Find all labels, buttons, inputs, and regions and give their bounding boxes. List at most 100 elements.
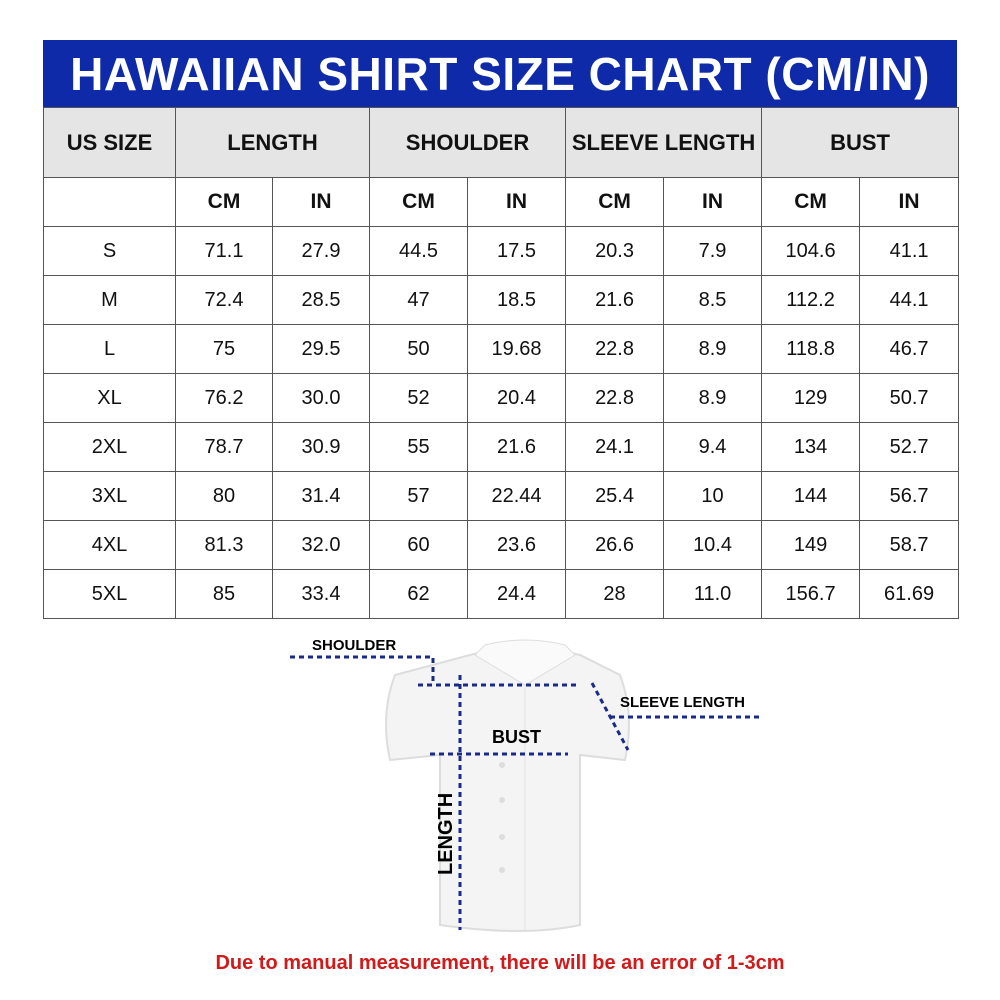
value-cell: 60	[369, 520, 469, 570]
value-cell: 7.9	[663, 226, 763, 276]
table-row: 5XL 85 33.4 62 24.4 28 11.0 156.7 61.69	[43, 569, 960, 619]
value-cell: 8.9	[663, 324, 763, 374]
value-cell: 57	[369, 471, 469, 521]
value-cell: 24.1	[565, 422, 665, 472]
value-cell: 22.44	[467, 471, 567, 521]
value-cell: 28.5	[271, 275, 371, 325]
header-length: LENGTH	[174, 107, 371, 178]
size-cell: M	[43, 275, 176, 325]
value-cell: 76.2	[175, 373, 273, 423]
value-cell: 22.8	[565, 373, 665, 423]
header-us-size: US SIZE	[43, 107, 176, 178]
value-cell: 149	[761, 520, 861, 570]
value-cell: 10.4	[663, 520, 763, 570]
shirt-image	[385, 639, 630, 932]
value-cell: 61.69	[859, 569, 960, 619]
unit-row: CM IN CM IN CM IN CM IN	[43, 177, 960, 227]
value-cell: 55	[369, 422, 469, 472]
measure-lines	[290, 655, 760, 930]
label-bust: BUST	[492, 727, 541, 747]
size-cell: S	[43, 226, 176, 276]
unit-header: IN	[663, 177, 763, 227]
value-cell: 11.0	[663, 569, 763, 619]
value-cell: 129	[761, 373, 861, 423]
table-row: 4XL 81.3 32.0 60 23.6 26.6 10.4 149 58.7	[43, 520, 960, 570]
value-cell: 19.68	[467, 324, 567, 374]
value-cell: 17.5	[467, 226, 567, 276]
value-cell: 20.4	[467, 373, 567, 423]
value-cell: 112.2	[761, 275, 861, 325]
unit-header: CM	[565, 177, 665, 227]
value-cell: 20.3	[565, 226, 665, 276]
unit-header: CM	[369, 177, 469, 227]
value-cell: 78.7	[175, 422, 273, 472]
unit-header: CM	[175, 177, 273, 227]
value-cell: 47	[369, 275, 469, 325]
value-cell: 75	[175, 324, 273, 374]
value-cell: 32.0	[271, 520, 371, 570]
value-cell: 52.7	[859, 422, 960, 472]
value-cell: 31.4	[271, 471, 371, 521]
value-cell: 144	[761, 471, 861, 521]
value-cell: 33.4	[271, 569, 371, 619]
value-cell: 46.7	[859, 324, 960, 374]
unit-header: IN	[859, 177, 960, 227]
value-cell: 71.1	[175, 226, 273, 276]
value-cell: 27.9	[271, 226, 371, 276]
header-shoulder: SHOULDER	[369, 107, 567, 178]
value-cell: 118.8	[761, 324, 861, 374]
chart-title: HAWAIIAN SHIRT SIZE CHART (CM/IN)	[43, 40, 957, 107]
value-cell: 8.9	[663, 373, 763, 423]
size-cell: 4XL	[43, 520, 176, 570]
value-cell: 85	[175, 569, 273, 619]
table-row: XL 76.2 30.0 52 20.4 22.8 8.9 129 50.7	[43, 373, 960, 423]
value-cell: 25.4	[565, 471, 665, 521]
value-cell: 30.0	[271, 373, 371, 423]
value-cell: 44.5	[369, 226, 469, 276]
value-cell: 10	[663, 471, 763, 521]
label-sleeve-length: SLEEVE LENGTH	[620, 694, 745, 711]
unit-header: IN	[467, 177, 567, 227]
size-cell: 2XL	[43, 422, 176, 472]
size-cell: 3XL	[43, 471, 176, 521]
value-cell: 80	[175, 471, 273, 521]
value-cell: 81.3	[175, 520, 273, 570]
value-cell: 30.9	[271, 422, 371, 472]
measurement-note: Due to manual measurement, there will be…	[215, 952, 785, 974]
size-cell: 5XL	[43, 569, 176, 619]
value-cell: 52	[369, 373, 469, 423]
table-row: S 71.1 27.9 44.5 17.5 20.3 7.9 104.6 41.1	[43, 226, 960, 276]
value-cell: 62	[369, 569, 469, 619]
value-cell: 41.1	[859, 226, 960, 276]
shirt-diagram: SHOULDER SLEEVE LENGTH BUST LENGTH	[290, 637, 760, 932]
table-row: 3XL 80 31.4 57 22.44 25.4 10 144 56.7	[43, 471, 960, 521]
size-cell: L	[43, 324, 176, 374]
unit-header: CM	[761, 177, 861, 227]
value-cell: 134	[761, 422, 861, 472]
value-cell: 58.7	[859, 520, 960, 570]
value-cell: 8.5	[663, 275, 763, 325]
value-cell: 23.6	[467, 520, 567, 570]
size-table: US SIZE LENGTH SHOULDER SLEEVE LENGTH BU…	[43, 107, 960, 619]
value-cell: 50.7	[859, 373, 960, 423]
value-cell: 21.6	[467, 422, 567, 472]
value-cell: 9.4	[663, 422, 763, 472]
value-cell: 104.6	[761, 226, 861, 276]
table-row: 2XL 78.7 30.9 55 21.6 24.1 9.4 134 52.7	[43, 422, 960, 472]
value-cell: 28	[565, 569, 665, 619]
value-cell: 156.7	[761, 569, 861, 619]
size-cell: XL	[43, 373, 176, 423]
label-length: LENGTH	[435, 793, 457, 875]
header-row: US SIZE LENGTH SHOULDER SLEEVE LENGTH BU…	[43, 107, 960, 178]
value-cell: 18.5	[467, 275, 567, 325]
value-cell: 50	[369, 324, 469, 374]
table-row: L 75 29.5 50 19.68 22.8 8.9 118.8 46.7	[43, 324, 960, 374]
unit-blank	[43, 177, 176, 227]
value-cell: 24.4	[467, 569, 567, 619]
value-cell: 21.6	[565, 275, 665, 325]
value-cell: 72.4	[175, 275, 273, 325]
value-cell: 26.6	[565, 520, 665, 570]
value-cell: 29.5	[271, 324, 371, 374]
unit-header: IN	[271, 177, 371, 227]
header-bust: BUST	[761, 107, 960, 178]
